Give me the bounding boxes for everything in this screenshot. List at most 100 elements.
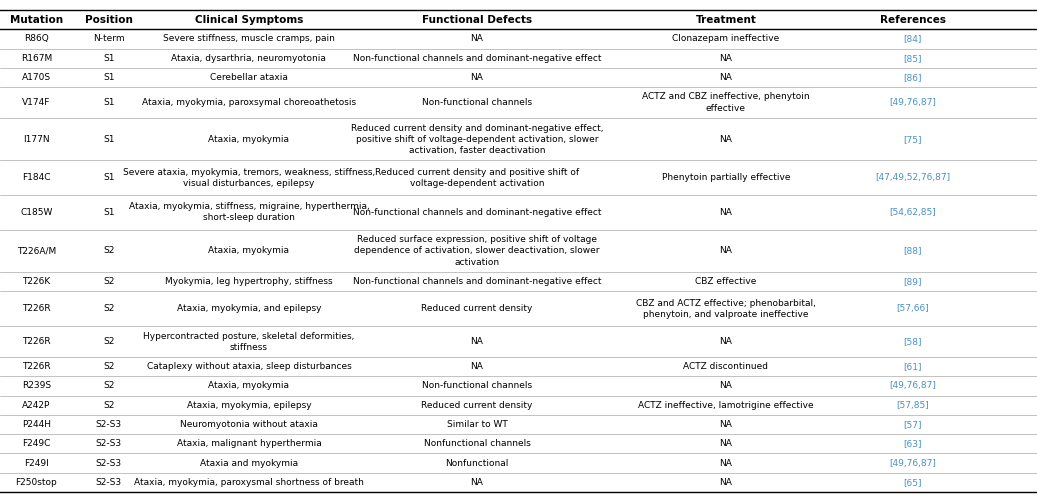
Text: ACTZ ineffective, lamotrigine effective: ACTZ ineffective, lamotrigine effective — [638, 401, 814, 410]
Text: [49,76,87]: [49,76,87] — [889, 382, 936, 391]
Text: [54,62,85]: [54,62,85] — [889, 208, 936, 217]
Text: S2-S3: S2-S3 — [95, 439, 122, 448]
Text: [88]: [88] — [903, 247, 922, 255]
Text: S2: S2 — [104, 304, 114, 313]
Text: Mutation: Mutation — [9, 14, 63, 24]
Text: Ataxia and myokymia: Ataxia and myokymia — [200, 459, 298, 468]
Text: S1: S1 — [103, 135, 115, 144]
Text: R86Q: R86Q — [24, 34, 49, 43]
Text: Severe ataxia, myokymia, tremors, weakness, stiffness,
visual disturbances, epil: Severe ataxia, myokymia, tremors, weakne… — [122, 167, 375, 188]
Text: Severe stiffness, muscle cramps, pain: Severe stiffness, muscle cramps, pain — [163, 34, 335, 43]
Text: [85]: [85] — [903, 54, 922, 63]
Text: N-term: N-term — [93, 34, 124, 43]
Text: ACTZ discontinued: ACTZ discontinued — [683, 362, 768, 371]
Text: I177N: I177N — [23, 135, 50, 144]
Text: Nonfunctional: Nonfunctional — [445, 459, 509, 468]
Text: NA: NA — [720, 135, 732, 144]
Text: Functional Defects: Functional Defects — [422, 14, 532, 24]
Text: [47,49,52,76,87]: [47,49,52,76,87] — [875, 173, 950, 182]
Text: C185W: C185W — [20, 208, 53, 217]
Text: Ataxia, myokymia: Ataxia, myokymia — [208, 382, 289, 391]
Text: ACTZ and CBZ ineffective, phenytoin
effective: ACTZ and CBZ ineffective, phenytoin effe… — [642, 92, 810, 112]
Text: Ataxia, myokymia, epilepsy: Ataxia, myokymia, epilepsy — [187, 401, 311, 410]
Text: R239S: R239S — [22, 382, 51, 391]
Text: P244H: P244H — [22, 420, 51, 429]
Text: Reduced current density and dominant-negative effect,
positive shift of voltage-: Reduced current density and dominant-neg… — [351, 124, 604, 155]
Text: S2: S2 — [104, 401, 114, 410]
Text: S2-S3: S2-S3 — [95, 478, 122, 487]
Text: A170S: A170S — [22, 73, 51, 82]
Text: [57]: [57] — [903, 420, 922, 429]
Text: [75]: [75] — [903, 135, 922, 144]
Text: Ataxia, myokymia, paroxsymal choreoathetosis: Ataxia, myokymia, paroxsymal choreoathet… — [142, 98, 356, 107]
Text: NA: NA — [720, 247, 732, 255]
Text: F249C: F249C — [22, 439, 51, 448]
Text: S2: S2 — [104, 362, 114, 371]
Text: [84]: [84] — [903, 34, 922, 43]
Text: S1: S1 — [103, 208, 115, 217]
Text: Reduced current density: Reduced current density — [421, 401, 533, 410]
Text: Reduced surface expression, positive shift of voltage
dependence of activation, : Reduced surface expression, positive shi… — [355, 236, 599, 266]
Text: F249I: F249I — [24, 459, 49, 468]
Text: S2: S2 — [104, 337, 114, 346]
Text: Non-functional channels: Non-functional channels — [422, 98, 532, 107]
Text: A242P: A242P — [22, 401, 51, 410]
Text: S1: S1 — [103, 98, 115, 107]
Text: Ataxia, myokymia, stiffness, migraine, hyperthermia,
short-sleep duration: Ataxia, myokymia, stiffness, migraine, h… — [129, 202, 369, 223]
Text: S1: S1 — [103, 73, 115, 82]
Text: T226K: T226K — [22, 277, 51, 286]
Text: [49,76,87]: [49,76,87] — [889, 98, 936, 107]
Text: Non-functional channels and dominant-negative effect: Non-functional channels and dominant-neg… — [353, 277, 601, 286]
Text: Treatment: Treatment — [696, 14, 756, 24]
Text: NA: NA — [720, 478, 732, 487]
Text: Myokymia, leg hypertrophy, stiffness: Myokymia, leg hypertrophy, stiffness — [165, 277, 333, 286]
Text: NA: NA — [720, 208, 732, 217]
Text: Non-functional channels: Non-functional channels — [422, 382, 532, 391]
Text: Cerebellar ataxia: Cerebellar ataxia — [209, 73, 288, 82]
Text: S2-S3: S2-S3 — [95, 420, 122, 429]
Text: NA: NA — [471, 478, 483, 487]
Text: CBZ and ACTZ effective; phenobarbital,
phenytoin, and valproate ineffective: CBZ and ACTZ effective; phenobarbital, p… — [636, 299, 816, 319]
Text: Phenytoin partially effective: Phenytoin partially effective — [662, 173, 790, 182]
Text: S1: S1 — [103, 54, 115, 63]
Text: Clinical Symptoms: Clinical Symptoms — [195, 14, 303, 24]
Text: Ataxia, malignant hyperthermia: Ataxia, malignant hyperthermia — [176, 439, 321, 448]
Text: Nonfunctional channels: Nonfunctional channels — [423, 439, 531, 448]
Text: Hypercontracted posture, skeletal deformities,
stiffness: Hypercontracted posture, skeletal deform… — [143, 331, 355, 352]
Text: Neuromyotonia without ataxia: Neuromyotonia without ataxia — [180, 420, 317, 429]
Text: S1: S1 — [103, 173, 115, 182]
Text: S2-S3: S2-S3 — [95, 459, 122, 468]
Text: Non-functional channels and dominant-negative effect: Non-functional channels and dominant-neg… — [353, 208, 601, 217]
Text: Cataplexy without ataxia, sleep disturbances: Cataplexy without ataxia, sleep disturba… — [146, 362, 352, 371]
Text: [86]: [86] — [903, 73, 922, 82]
Text: T226R: T226R — [22, 337, 51, 346]
Text: Reduced current density: Reduced current density — [421, 304, 533, 313]
Text: T226A/M: T226A/M — [17, 247, 56, 255]
Text: Clonazepam ineffective: Clonazepam ineffective — [672, 34, 780, 43]
Text: [49,76,87]: [49,76,87] — [889, 459, 936, 468]
Text: F250stop: F250stop — [16, 478, 57, 487]
Text: Position: Position — [85, 14, 133, 24]
Text: Reduced current density and positive shift of
voltage-dependent activation: Reduced current density and positive shi… — [375, 167, 579, 188]
Text: S2: S2 — [104, 277, 114, 286]
Text: NA: NA — [720, 54, 732, 63]
Text: Ataxia, dysarthria, neuromyotonia: Ataxia, dysarthria, neuromyotonia — [171, 54, 327, 63]
Text: [58]: [58] — [903, 337, 922, 346]
Text: NA: NA — [720, 459, 732, 468]
Text: Non-functional channels and dominant-negative effect: Non-functional channels and dominant-neg… — [353, 54, 601, 63]
Text: NA: NA — [471, 337, 483, 346]
Text: NA: NA — [471, 34, 483, 43]
Text: Ataxia, myokymia: Ataxia, myokymia — [208, 247, 289, 255]
Text: NA: NA — [471, 73, 483, 82]
Text: NA: NA — [471, 362, 483, 371]
Text: NA: NA — [720, 382, 732, 391]
Text: Ataxia, myokymia: Ataxia, myokymia — [208, 135, 289, 144]
Text: [61]: [61] — [903, 362, 922, 371]
Text: CBZ effective: CBZ effective — [695, 277, 757, 286]
Text: [63]: [63] — [903, 439, 922, 448]
Text: NA: NA — [720, 420, 732, 429]
Text: [57,85]: [57,85] — [896, 401, 929, 410]
Text: T226R: T226R — [22, 362, 51, 371]
Text: NA: NA — [720, 73, 732, 82]
Text: V174F: V174F — [22, 98, 51, 107]
